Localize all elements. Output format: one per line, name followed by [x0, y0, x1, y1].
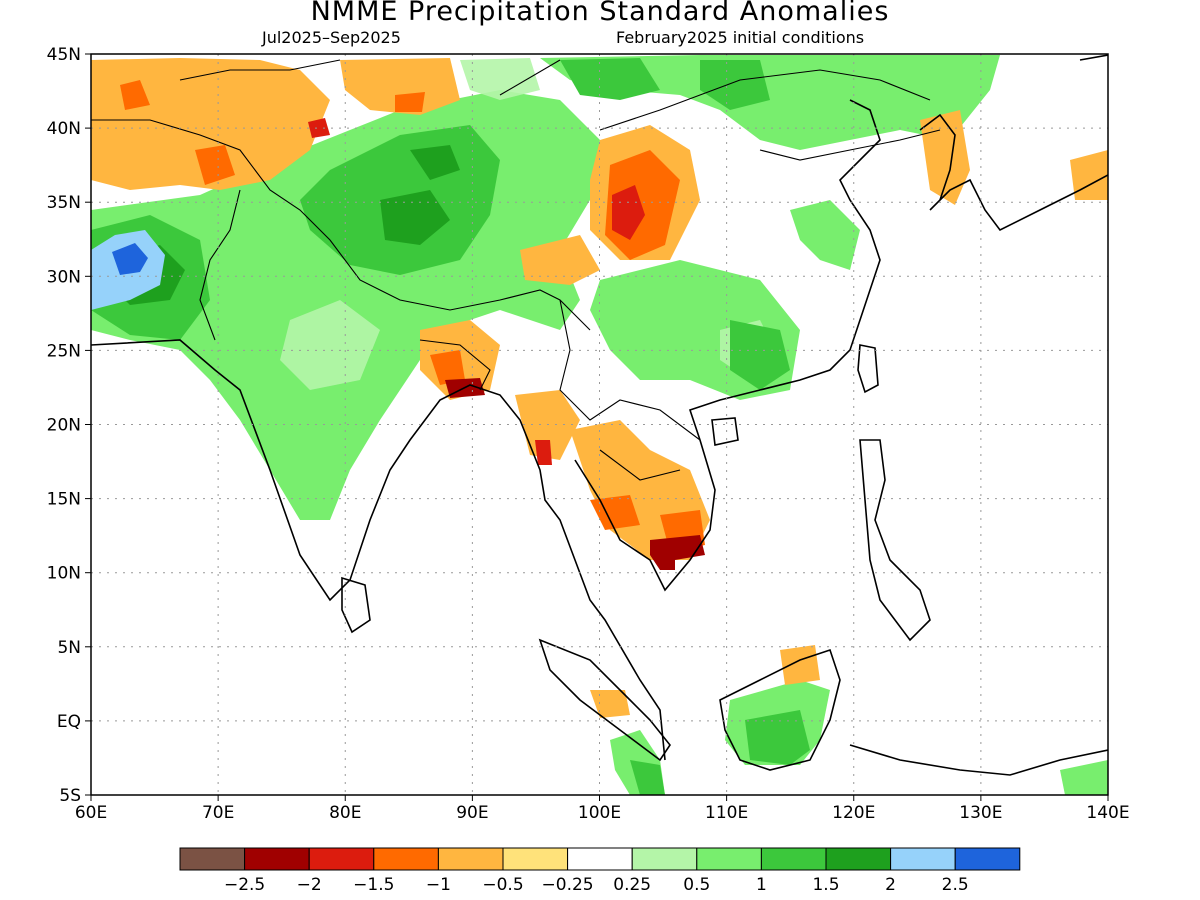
lon-label: 90E [456, 803, 488, 823]
lon-label: 60E [75, 803, 107, 823]
colorbar-label: −0.5 [482, 875, 523, 895]
colorbar-swatch [954, 847, 1021, 871]
colorbar-swatch [437, 847, 504, 871]
colorbar-label: 2 [885, 875, 896, 895]
country-borders [91, 59, 941, 481]
colorbar-label: −2.5 [224, 875, 265, 895]
lat-label: 15N [47, 490, 81, 510]
lon-label: 80E [329, 803, 361, 823]
colorbar-swatch [179, 847, 246, 871]
colorbar-label: −2 [297, 875, 322, 895]
anomaly-region-wet-4 [91, 230, 165, 310]
lon-label: 130E [959, 803, 1002, 823]
lon-label: 120E [832, 803, 875, 823]
forecast-period: Jul2025–Sep2025 [262, 28, 401, 47]
anomaly-region-dry-3 [308, 118, 645, 465]
lon-label: 140E [1086, 803, 1129, 823]
lat-label: 45N [47, 45, 81, 65]
colorbar-swatch [502, 847, 569, 871]
coastlines [91, 54, 1108, 776]
colorbar-swatch [696, 847, 762, 871]
colorbar-label: 1 [756, 875, 767, 895]
colorbar-label: 0.5 [683, 875, 710, 895]
longitude-axis: 60E 70E 80E 90E 100E 110E 120E 130E 140E [75, 795, 1130, 823]
lon-label: 70E [202, 803, 234, 823]
colorbar-swatch [825, 847, 892, 871]
colorbar-swatch [244, 847, 310, 871]
map-title: NMME Precipitation Standard Anomalies [310, 0, 890, 27]
colorbar-label: −0.25 [542, 875, 594, 895]
lon-label: 100E [578, 803, 621, 823]
lat-label: EQ [57, 712, 81, 732]
colorbar-label: −1 [426, 875, 451, 895]
colorbar-label: 0.25 [613, 875, 651, 895]
colorbar-swatch [890, 847, 956, 871]
colorbar-swatch [567, 847, 633, 871]
colorbar-label: 1.5 [812, 875, 839, 895]
grid-lines [91, 54, 1108, 795]
lat-label: 30N [47, 267, 81, 287]
lat-label: 25N [47, 341, 81, 361]
initial-conditions: February2025 initial conditions [616, 28, 865, 47]
lat-label: 40N [47, 119, 81, 139]
lon-label: 110E [705, 803, 748, 823]
colorbar-label: 2.5 [942, 875, 969, 895]
colorbar-swatch [308, 847, 375, 871]
lat-label: 10N [47, 564, 81, 584]
lat-label: 5S [59, 786, 81, 806]
colorbar-swatch [373, 847, 439, 871]
lat-label: 35N [47, 193, 81, 213]
lat-label: 5N [57, 638, 81, 658]
colorbar-label: −1.5 [353, 875, 394, 895]
lat-label: 20N [47, 416, 81, 436]
latitude-axis: 45N 40N 35N 30N 25N 20N 15N 10N 5N EQ 5S [47, 45, 91, 806]
colorbar-swatch [760, 847, 827, 871]
colorbar-swatch [631, 847, 698, 871]
